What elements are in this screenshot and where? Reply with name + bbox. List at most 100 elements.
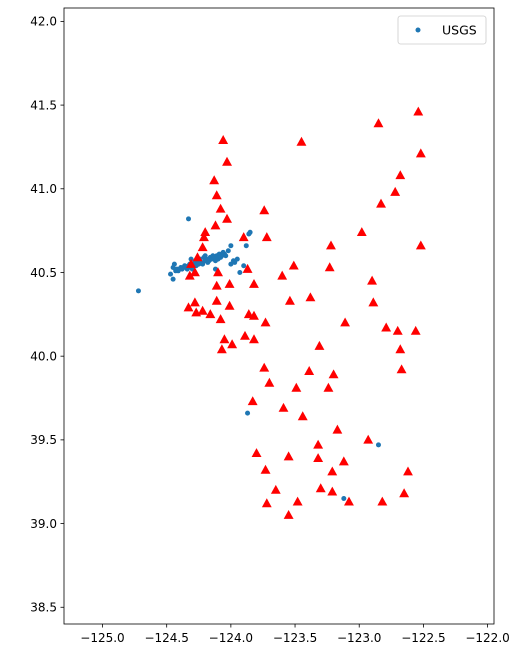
triangle-point xyxy=(381,322,392,332)
triangle-point xyxy=(410,325,421,335)
triangle-point xyxy=(373,118,384,128)
usgs-point xyxy=(223,253,229,259)
triangle-point xyxy=(332,424,343,434)
usgs-point xyxy=(135,288,141,294)
x-tick-label: −124.5 xyxy=(144,631,188,645)
y-tick-label: 41.5 xyxy=(30,98,57,112)
triangle-point xyxy=(356,227,367,236)
triangle-point xyxy=(197,242,208,252)
triangle-point xyxy=(222,213,232,223)
triangle-point xyxy=(283,510,294,519)
triangle-point xyxy=(340,317,350,327)
triangle-point xyxy=(259,362,270,372)
triangle-point xyxy=(324,262,335,272)
x-tick-label: −122.5 xyxy=(401,631,445,645)
triangle-point xyxy=(283,451,294,461)
triangle-point xyxy=(211,295,222,305)
triangle-point xyxy=(270,484,281,494)
triangle-point xyxy=(183,302,194,312)
triangle-point xyxy=(326,240,336,250)
triangle-point xyxy=(390,186,401,196)
triangle-point xyxy=(192,252,203,262)
data-marks xyxy=(135,106,426,519)
triangle-point xyxy=(222,156,232,166)
triangle-point xyxy=(249,279,259,288)
triangle-point xyxy=(292,496,303,506)
triangle-point xyxy=(259,205,270,215)
triangle-point xyxy=(199,232,209,242)
triangle-point xyxy=(396,364,407,374)
triangle-point xyxy=(218,135,229,144)
triangle-point xyxy=(238,232,249,242)
triangle-point xyxy=(264,377,275,387)
series-triangle-markers xyxy=(183,106,426,519)
triangle-point xyxy=(213,267,223,277)
y-tick-label: 39.0 xyxy=(30,517,57,531)
usgs-point xyxy=(171,261,177,267)
usgs-point xyxy=(186,216,192,222)
triangle-point xyxy=(205,309,216,319)
triangle-point xyxy=(291,382,302,392)
y-tick-label: 39.5 xyxy=(30,433,57,447)
triangle-point xyxy=(313,439,324,449)
usgs-point xyxy=(375,442,381,448)
triangle-point xyxy=(304,366,315,375)
usgs-point xyxy=(170,276,176,282)
triangle-point xyxy=(296,136,307,146)
y-tick-label: 38.5 xyxy=(30,601,57,615)
triangle-point xyxy=(260,464,271,474)
legend-box xyxy=(397,15,487,45)
triangle-point xyxy=(261,498,272,508)
triangle-point xyxy=(338,456,349,466)
triangle-point xyxy=(190,267,200,277)
usgs-point xyxy=(202,253,208,259)
triangle-point xyxy=(209,175,220,185)
usgs-point xyxy=(228,243,234,249)
triangle-point xyxy=(219,334,230,344)
triangle-point xyxy=(184,270,195,280)
triangle-point xyxy=(216,344,227,354)
usgs-point xyxy=(341,495,347,501)
plot-frame xyxy=(63,7,495,625)
triangle-point xyxy=(327,466,338,476)
triangle-point xyxy=(215,314,226,324)
triangle-point xyxy=(277,270,288,280)
x-axis: −125.0 −124.5 −124.0 −123.5 −123.0 −122.5 −122… xyxy=(80,624,510,645)
usgs-point xyxy=(241,263,247,269)
y-tick-label: 40.0 xyxy=(30,349,57,363)
triangle-point xyxy=(368,297,379,307)
triangle-point xyxy=(186,258,196,268)
triangle-point xyxy=(323,382,334,392)
triangle-point xyxy=(395,344,406,354)
triangle-point xyxy=(224,279,235,288)
triangle-point xyxy=(328,369,339,379)
triangle-point xyxy=(395,170,406,180)
x-tick-label: −124.0 xyxy=(209,631,253,645)
triangle-point xyxy=(278,402,289,412)
usgs-point xyxy=(168,271,174,277)
triangle-point xyxy=(251,448,262,457)
triangle-point xyxy=(190,297,200,307)
triangle-point xyxy=(297,411,308,421)
triangle-point xyxy=(224,300,235,310)
triangle-point xyxy=(399,488,410,498)
y-axis: 38.5 39.0 39.5 40.0 40.5 41.0 41.5 42.0 xyxy=(30,15,64,615)
triangle-point xyxy=(415,240,426,250)
triangle-point xyxy=(211,190,222,200)
triangle-point xyxy=(377,496,388,506)
legend: USGS xyxy=(397,15,487,45)
triangle-point xyxy=(285,295,295,305)
triangle-point xyxy=(200,227,211,236)
triangle-point xyxy=(376,198,386,208)
y-tick-label: 41.0 xyxy=(30,182,57,196)
triangle-point xyxy=(413,106,424,116)
triangle-point xyxy=(313,453,324,462)
triangle-point xyxy=(415,148,426,158)
triangle-point xyxy=(363,434,374,444)
triangle-point xyxy=(403,466,413,476)
triangle-point xyxy=(249,310,259,320)
triangle-point xyxy=(249,334,259,344)
triangle-point xyxy=(344,496,354,506)
